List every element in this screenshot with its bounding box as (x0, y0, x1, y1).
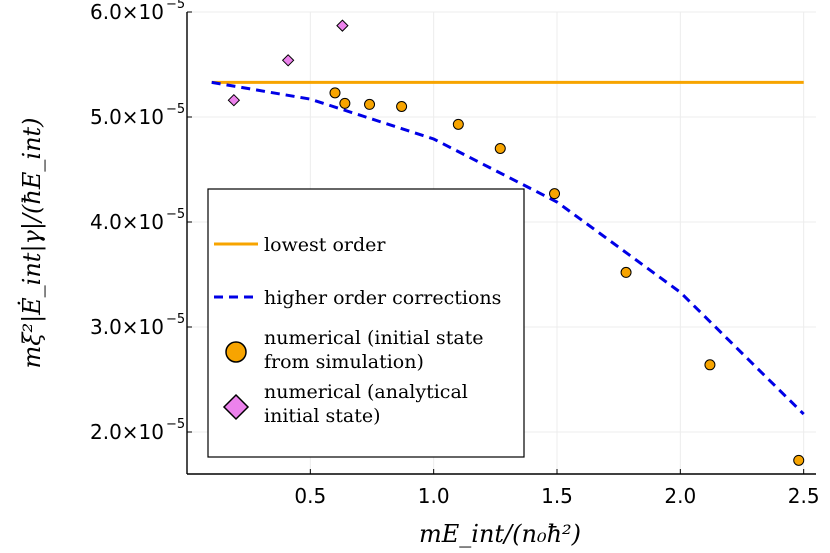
legend-swatch-circle-marker (225, 341, 247, 363)
y-tick-label: 4.0×10 (90, 210, 164, 234)
data-point-circle (329, 87, 341, 99)
y-tick-exponent: −5 (166, 102, 185, 117)
data-point-circle (494, 143, 506, 154)
legend-label-analytical-line2: initial state) (264, 405, 381, 427)
y-tick-exponent: −5 (166, 0, 185, 12)
axes (186, 12, 816, 475)
tick-labels: 0.5 1.0 1.5 2.0 2.52.0×10 −53.0×10 −54.0×10 −55… (90, 0, 820, 508)
series-line-higher-order-corrections (211, 80, 805, 416)
series-layer (211, 19, 805, 466)
data-point-circle (452, 118, 464, 130)
x-tick-label: 1.5 (541, 484, 573, 508)
y-tick-label: 6.0×10 (90, 0, 164, 24)
data-point-circle (793, 454, 805, 466)
x-tick-label: 0.5 (294, 484, 326, 508)
y-tick-label: 3.0×10 (90, 315, 164, 339)
legend-label-simulation-line2: from simulation) (264, 351, 424, 373)
x-tick-label: 2.5 (788, 484, 820, 508)
data-point-diamond (227, 93, 241, 107)
data-point-circle (396, 101, 408, 112)
legend-label-analytical-line1: numerical (analytical (264, 381, 468, 403)
data-point-circle (549, 188, 561, 200)
x-tick-label: 2.0 (664, 484, 696, 508)
data-point-diamond (281, 54, 295, 67)
data-point-circle (704, 359, 716, 371)
legend-label-simulation-line1: numerical (initial state (264, 327, 484, 349)
legend-label-higher-order: higher order corrections (264, 287, 501, 309)
legend-label-lowest-order: lowest order (264, 234, 386, 256)
y-tick-label: 5.0×10 (90, 105, 164, 129)
x-tick-label: 1.0 (418, 484, 450, 508)
y-axis-label: mξ²|Ė_int|γ|/(ħE_int) (17, 117, 47, 368)
data-point-circle (339, 97, 351, 109)
y-axis-label-text: mξ²|Ė_int|γ|/(ħE_int) (17, 117, 47, 368)
legend-box (207, 188, 525, 458)
y-tick-exponent: −5 (166, 312, 185, 327)
x-axis-label-text: mE_int/(n₀ħ²) (419, 520, 581, 548)
data-point-circle (364, 98, 376, 110)
y-tick-exponent: −5 (166, 417, 185, 432)
legend: lowest order higher order corrections nu… (207, 188, 525, 458)
data-point-circle (620, 266, 632, 278)
x-axis-label: mE_int/(n₀ħ²) (419, 520, 581, 548)
legend-swatch-diamond-marker (222, 393, 250, 421)
data-point-diamond (336, 19, 349, 32)
y-tick-label: 2.0×10 (90, 420, 164, 444)
y-tick-exponent: −5 (166, 207, 185, 222)
